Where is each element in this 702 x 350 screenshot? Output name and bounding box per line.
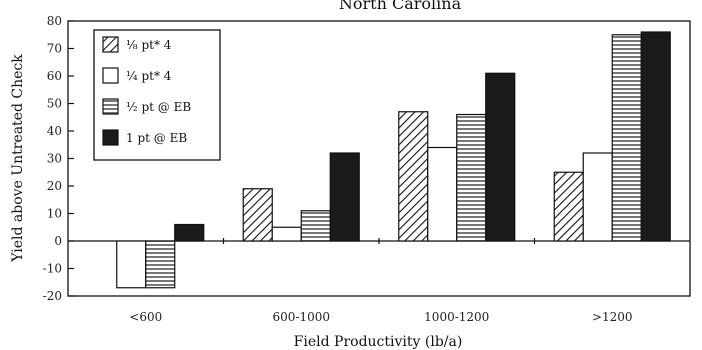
y-axis-title: Yield above Untreated Check [10, 54, 26, 263]
x-axis-title: Field Productivity (lb/a) [294, 334, 463, 350]
y-tick-label: 40 [47, 124, 62, 138]
x-axis: <600 600-1000 1000-1200 >1200 [129, 238, 633, 324]
chart-title: North Carolina [339, 0, 462, 13]
x-tick-label: 1000-1200 [424, 310, 489, 324]
bar [300, 210, 331, 242]
y-tick-label: -20 [43, 289, 62, 303]
legend-label: 1 pt @ EB [126, 131, 187, 145]
legend: ⅛ pt* 4 ¼ pt* 4 ½ pt @ EB 1 pt @ EB [93, 29, 221, 161]
legend-label: ⅛ pt* 4 [126, 38, 172, 52]
bars [116, 31, 671, 289]
bar [427, 146, 458, 242]
x-tick-label: <600 [129, 310, 162, 324]
y-tick-label: 70 [47, 42, 62, 56]
y-tick-label: 30 [47, 152, 62, 166]
bar [456, 113, 487, 242]
y-tick-label: 60 [47, 69, 62, 83]
bar [145, 240, 176, 289]
bar [174, 223, 205, 242]
bar [242, 188, 273, 242]
y-tick-label: 80 [47, 14, 62, 28]
bar [553, 171, 584, 242]
x-tick-label: 600-1000 [273, 310, 331, 324]
y-tick-label: 10 [47, 207, 62, 221]
bar [485, 72, 516, 242]
legend-label: ½ pt @ EB [126, 100, 191, 114]
bar [398, 111, 429, 242]
y-tick-label: 0 [54, 234, 62, 248]
bar [611, 34, 642, 242]
y-tick-label: -10 [43, 262, 62, 276]
bar [116, 240, 147, 289]
legend-label: ¼ pt* 4 [126, 69, 172, 83]
bar [582, 152, 613, 242]
bar [640, 31, 671, 242]
legend-swatch [102, 67, 119, 84]
legend-swatch [102, 129, 119, 146]
legend-swatch [102, 36, 119, 53]
legend-swatch [102, 98, 119, 115]
bar [329, 152, 360, 242]
x-tick-label: >1200 [592, 310, 633, 324]
y-tick-label: 20 [47, 179, 62, 193]
y-tick-label: 50 [47, 97, 62, 111]
bar [271, 226, 302, 242]
